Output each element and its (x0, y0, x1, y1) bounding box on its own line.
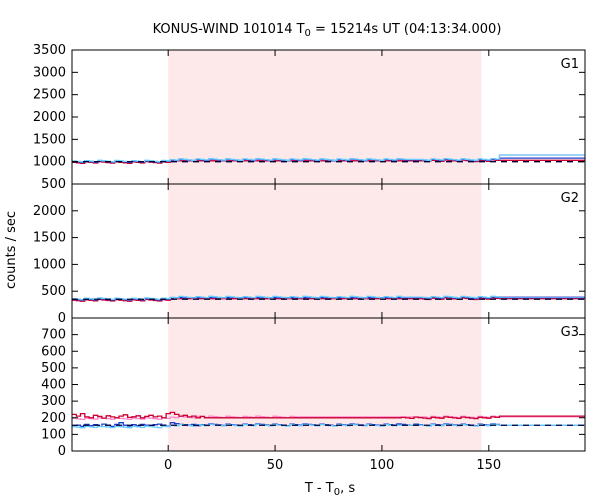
y-tick-label: 3000 (33, 65, 66, 80)
highlight-interval-g2 (168, 184, 482, 318)
y-tick-label: 100 (41, 427, 66, 442)
y-tick-label: 500 (41, 361, 66, 376)
y-tick-label: 2500 (33, 88, 66, 103)
x-axis-label: T - T0, s (304, 481, 355, 498)
y-tick-label: 500 (41, 177, 66, 192)
y-tick-label: 700 (41, 328, 66, 343)
highlight-interval-g1 (168, 50, 482, 184)
y-tick-label: 200 (41, 411, 66, 426)
chart-title: KONUS-WIND 101014 T0 = 15214s UT (04:13:… (153, 22, 502, 39)
y-tick-label: 500 (41, 284, 66, 299)
y-tick-label: 1000 (33, 257, 66, 272)
y-tick-label: 3500 (33, 43, 66, 58)
y-tick-label: 400 (41, 378, 66, 393)
y-axis-label: counts / sec (4, 211, 19, 289)
x-tick-label: 50 (267, 458, 284, 473)
panel-label-g3: G3 (561, 325, 579, 340)
y-tick-label: 600 (41, 344, 66, 359)
panel-label-g2: G2 (561, 191, 579, 206)
highlight-interval-g3 (168, 318, 482, 451)
y-tick-label: 300 (41, 394, 66, 409)
x-tick-label: 0 (164, 458, 172, 473)
x-tick-label: 150 (476, 458, 501, 473)
series-hard2-g1 (72, 154, 585, 163)
y-tick-label: 1500 (33, 132, 66, 147)
series-mid-g3 (72, 411, 585, 420)
series-mid-g2 (72, 297, 585, 302)
panel-label-g1: G1 (561, 57, 579, 72)
y-tick-label: 0 (58, 311, 66, 326)
y-tick-label: 0 (58, 444, 66, 459)
x-tick-label: 100 (370, 458, 395, 473)
y-tick-label: 1000 (33, 155, 66, 170)
y-tick-label: 1500 (33, 231, 66, 246)
y-tick-label: 2000 (33, 204, 66, 219)
y-tick-label: 2000 (33, 110, 66, 125)
series-soft-g3 (72, 415, 585, 421)
